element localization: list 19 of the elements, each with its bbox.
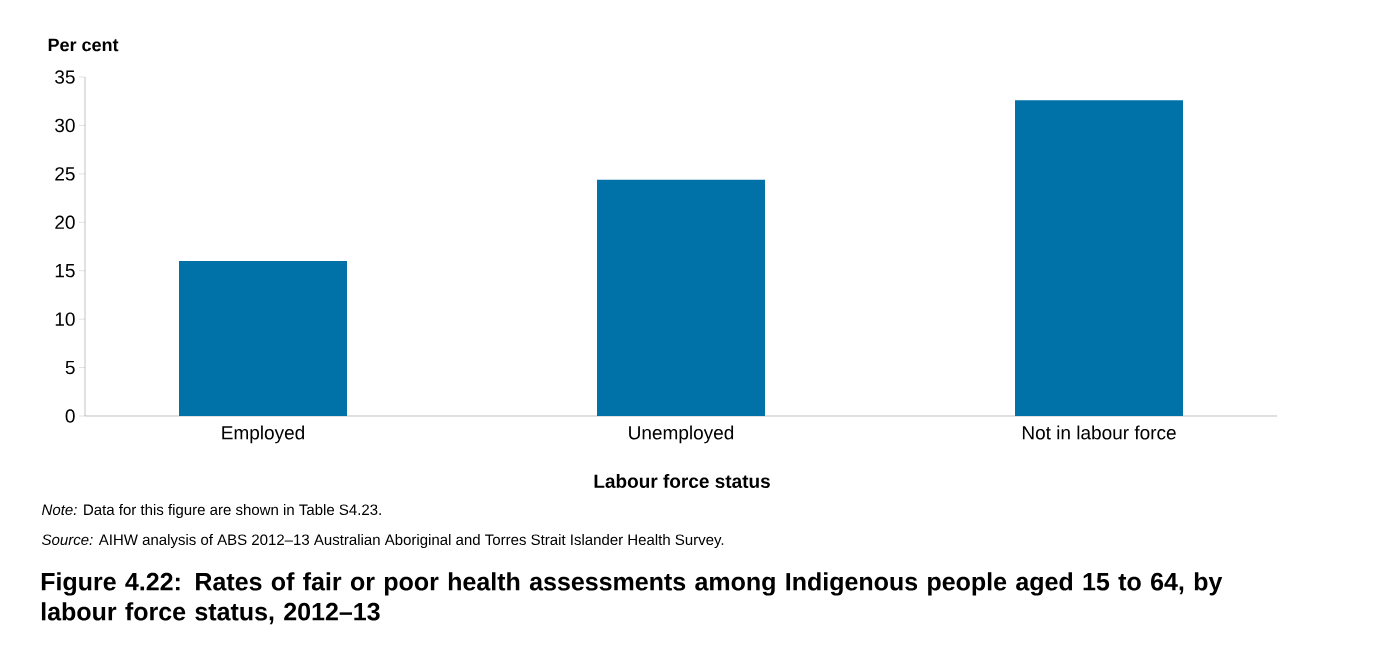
x-tick-label: Unemployed [629, 425, 734, 444]
y-tick-label: 10 [55, 312, 75, 326]
y-axis-title: Per cent [48, 38, 119, 52]
y-tick-label: 35 [55, 70, 75, 84]
x-tick-label: Not in labour force [1022, 425, 1176, 440]
y-tick-label: 15 [55, 264, 75, 278]
y-tick-label: 25 [55, 167, 75, 181]
y-tick-label: 30 [55, 118, 75, 133]
bar [597, 179, 766, 416]
bar [1015, 100, 1184, 416]
y-tick-label: 20 [55, 215, 75, 230]
y-tick-label: 5 [65, 360, 75, 375]
y-tick-label: 0 [65, 409, 75, 423]
bar [179, 261, 347, 416]
x-axis-title: Labour force status [594, 474, 770, 488]
text: Figure 4.22: Rates of fair or poor health assessments among Indigenous people aged 15 to 64, by labour force status, 2012–13 [41, 572, 1223, 625]
text: Source: AIHW analysis of ABS 2012–13 Australian Aboriginal and Torres Strait Islander Health Survey. [41, 534, 724, 548]
text: Note: Data for this figure are shown in Table S4.23. [41, 504, 381, 518]
x-tick-label: Employed [222, 425, 304, 444]
